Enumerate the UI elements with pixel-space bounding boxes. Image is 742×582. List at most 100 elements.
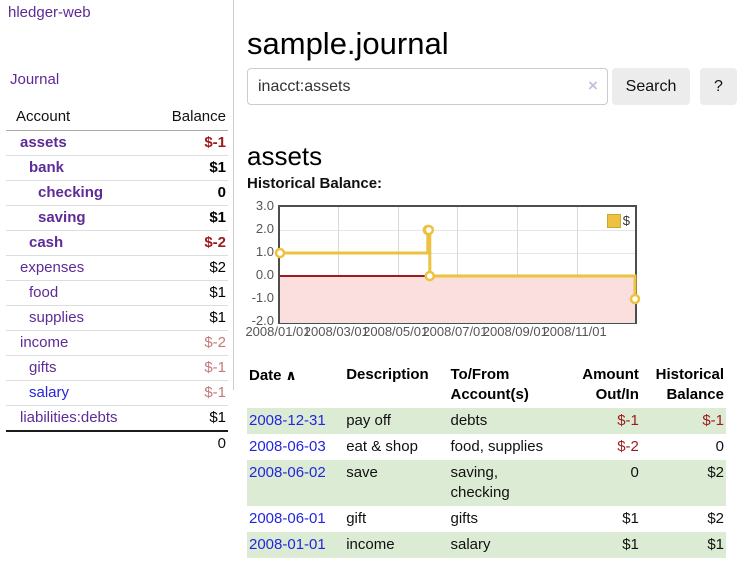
- register-column-header: Historical Balance: [655, 366, 724, 403]
- y-axis-tick-label: 0.0: [255, 267, 274, 282]
- x-axis-tick-label: 2008/05/01: [363, 324, 429, 339]
- account-balance: $-2: [204, 334, 226, 351]
- register-row: 2008-06-01 gift gifts $1 $2: [247, 506, 726, 532]
- transaction-amount: $1: [559, 532, 641, 558]
- y-axis-tick-label: 3.0: [255, 198, 274, 213]
- transaction-description: income: [344, 532, 449, 558]
- transaction-amount: $1: [622, 510, 639, 527]
- legend-swatch-icon: [606, 213, 621, 228]
- y-axis-tick-label: 1.0: [255, 244, 274, 259]
- chart-plot-area: $: [274, 205, 641, 324]
- transaction-balance: $2: [640, 460, 726, 506]
- transaction-date-link[interactable]: 2008-06-03: [249, 438, 326, 455]
- balance-column-header: Balance: [171, 108, 226, 125]
- account-row: liabilities:debts $1: [6, 405, 228, 430]
- balance-line-series: [274, 224, 641, 305]
- account-row: saving $1: [6, 205, 228, 230]
- negative-region: [280, 276, 635, 322]
- account-balance: $-2: [204, 234, 226, 251]
- register-row: 2008-01-01 income salary $1 $1: [247, 532, 726, 558]
- account-balance: $1: [209, 309, 226, 326]
- transaction-accounts: debts: [448, 408, 560, 434]
- gridline: [398, 207, 399, 322]
- gridline: [457, 207, 458, 322]
- data-point-marker: [274, 247, 286, 259]
- account-balance: $-1: [204, 359, 226, 376]
- account-row: cash $-2: [6, 230, 228, 255]
- account-link[interactable]: food: [29, 284, 59, 301]
- x-axis-tick-label: 2008/07/01: [422, 324, 488, 339]
- accounts-column-header: Account: [16, 108, 71, 125]
- account-balance: $1: [209, 284, 226, 301]
- transaction-amount: $-1: [559, 408, 641, 434]
- gridline: [338, 207, 339, 322]
- account-link[interactable]: bank: [29, 159, 65, 176]
- account-row: bank $1: [6, 155, 228, 180]
- account-link[interactable]: expenses: [20, 259, 85, 276]
- transaction-date-link[interactable]: 2008-12-31: [249, 412, 326, 429]
- account-link[interactable]: checking: [38, 184, 104, 201]
- x-axis-tick-label: 2008/11/01: [542, 324, 607, 339]
- account-row: supplies $1: [6, 305, 228, 330]
- search-button[interactable]: Search: [612, 68, 690, 105]
- legend-label: $: [622, 213, 630, 228]
- help-button[interactable]: ?: [700, 68, 737, 105]
- register-table: Date ∧ Description To/From Account(s) Amount…: [247, 362, 726, 558]
- account-link[interactable]: assets: [20, 134, 67, 151]
- sidebar-item-journal[interactable]: Journal: [10, 71, 60, 88]
- account-row: income $-2: [6, 330, 228, 355]
- account-link[interactable]: gifts: [29, 359, 57, 376]
- data-point-marker: [424, 270, 436, 282]
- account-row: expenses $2: [6, 255, 228, 280]
- account-balance: 0: [217, 184, 226, 201]
- register-column-header: Amount Out/In: [582, 366, 639, 403]
- search-input[interactable]: [247, 68, 608, 105]
- app-brand-link[interactable]: hledger-web: [8, 4, 91, 21]
- account-link[interactable]: income: [20, 334, 69, 351]
- clear-search-icon[interactable]: ×: [588, 76, 598, 95]
- transaction-description: save: [344, 460, 449, 506]
- transaction-description: gift: [346, 510, 367, 527]
- transaction-description: pay off: [344, 408, 449, 434]
- historical-balance-chart: 3.0 2.0 1.0 0.0 -1.0 -2.0 $ 2008/01/01 2008/03…: [245, 199, 726, 345]
- transaction-balance: $-1: [640, 408, 726, 434]
- transaction-date-link[interactable]: 2008-06-01: [249, 510, 326, 527]
- accounts-table: Account Balance assets $-1 bank $1 checking 0…: [6, 104, 228, 455]
- gridline: [280, 322, 635, 323]
- account-balance: $2: [209, 259, 226, 276]
- register-column-header[interactable]: Date ∧: [249, 367, 297, 384]
- account-heading: assets: [247, 140, 323, 171]
- accounts-total-value: 0: [217, 435, 226, 452]
- chart-title-label: Historical Balance:: [247, 175, 383, 192]
- transaction-date-link[interactable]: 2008-06-02: [249, 464, 326, 481]
- transaction-accounts: salary: [448, 532, 560, 558]
- data-point-marker: [629, 293, 641, 305]
- account-link[interactable]: liabilities:debts: [20, 409, 118, 426]
- transaction-date-link[interactable]: 2008-01-01: [249, 536, 326, 553]
- y-axis-tick-label: 2.0: [255, 221, 274, 236]
- transaction-accounts: gifts: [450, 510, 479, 527]
- y-axis-tick-label: -1.0: [251, 290, 274, 305]
- transaction-balance: $1: [640, 532, 726, 558]
- register-column-header: Description: [346, 366, 429, 383]
- account-balance: $-1: [204, 384, 226, 401]
- account-row: food $1: [6, 280, 228, 305]
- account-link[interactable]: saving: [38, 209, 86, 226]
- register-row: 2008-06-03 eat & shop food, supplies $-2 0: [247, 434, 726, 460]
- data-point-marker: [423, 224, 435, 236]
- register-row: 2008-06-02 save saving, checking 0 $2: [247, 460, 726, 506]
- account-link[interactable]: salary: [29, 384, 70, 401]
- account-link[interactable]: cash: [29, 234, 64, 251]
- x-axis-tick-label: 2008/09/01: [482, 324, 548, 339]
- account-link[interactable]: supplies: [29, 309, 85, 326]
- account-row: checking 0: [6, 180, 228, 205]
- account-balance: $-1: [204, 134, 226, 151]
- transaction-accounts: food, supplies: [450, 438, 544, 455]
- sort-ascending-icon[interactable]: ∧: [281, 367, 297, 383]
- gridline: [517, 207, 518, 322]
- transaction-balance: $2: [707, 510, 724, 527]
- account-balance: $1: [209, 409, 226, 426]
- account-row: salary $-1: [6, 380, 228, 405]
- transaction-amount: $-2: [617, 438, 639, 455]
- account-row: assets $-1: [6, 131, 228, 155]
